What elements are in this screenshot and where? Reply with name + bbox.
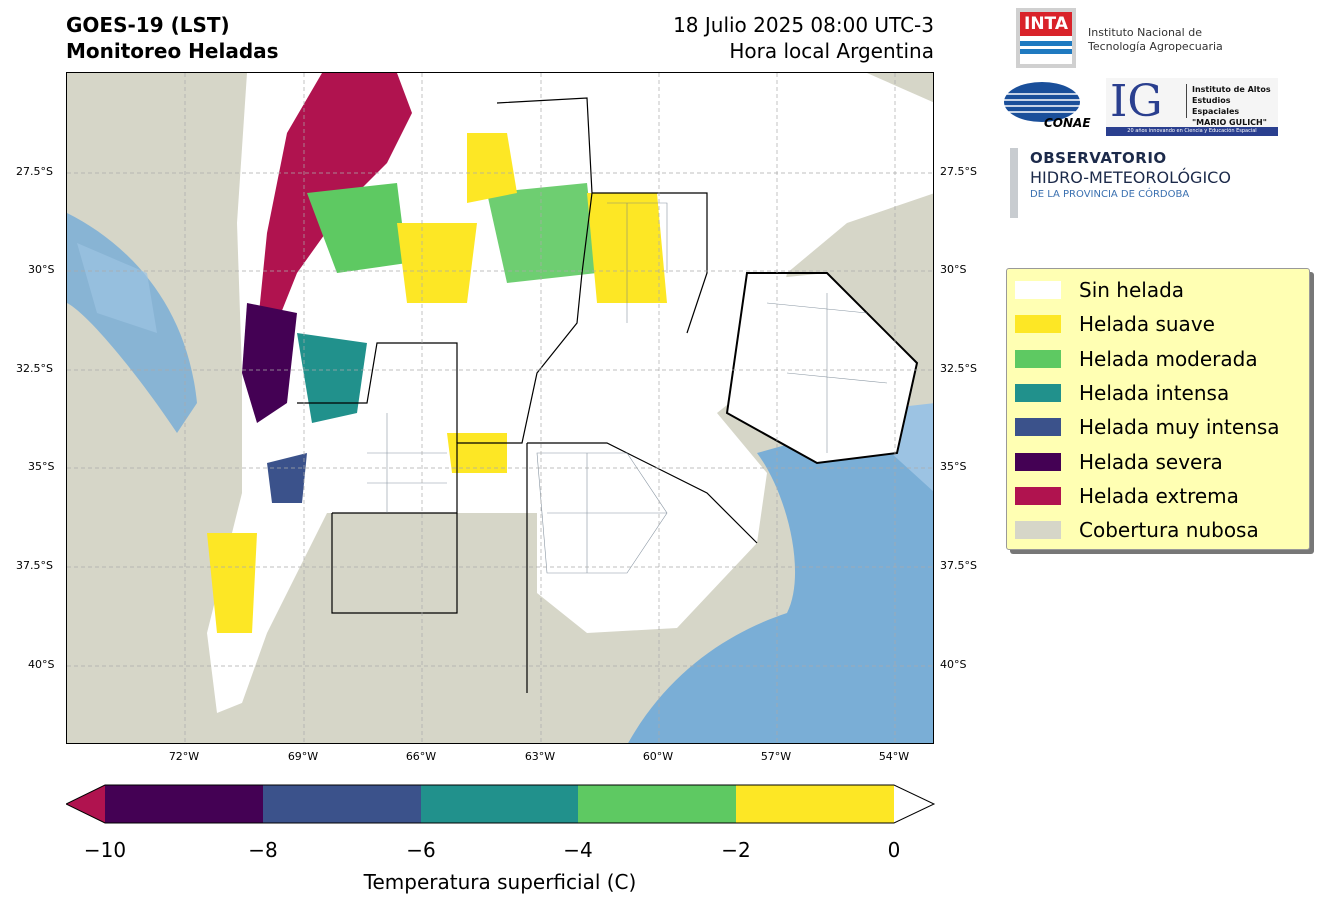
observatorio-line3: DE LA PROVINCIA DE CÓRDOBA [1030,189,1190,200]
lat-label-35-right: 35°S [940,460,967,473]
lon-label-72: 72°W [168,750,200,763]
colorbar-tick-minus4: −4 [563,838,593,862]
legend-label: Helada extrema [1079,483,1239,508]
observatorio-line2: HIDRO-METEOROLÓGICO [1030,168,1231,187]
lon-label-66: 66°W [405,750,437,763]
lon-label-57: 57°W [760,750,792,763]
legend-item: Helada intensa [1007,376,1309,410]
legend-swatch [1015,418,1061,437]
inta-logo: INTA [1016,8,1076,68]
legend-label: Sin helada [1079,278,1185,303]
lon-label-63: 63°W [524,750,556,763]
legend-label: Helada muy intensa [1079,415,1280,440]
ig-logo: IG Instituto de Altos Estudios Espaciale… [1106,78,1278,136]
colorbar-tick-0: 0 [887,838,901,862]
lat-label-40-left: 40°S [28,658,55,671]
observatorio-logo: OBSERVATORIO HIDRO-METEOROLÓGICO DE LA P… [1010,148,1231,218]
lat-label-40-right: 40°S [940,658,967,671]
ig-logo-text: IG [1110,76,1163,127]
ig-name-line3: "MARIO GULICH" [1192,118,1267,127]
title-right: 18 Julio 2025 08:00 UTC-3 Hora local Arg… [673,12,934,64]
inta-name-line1: Instituto Nacional de [1088,26,1202,39]
legend-item: Helada extrema [1007,479,1309,513]
title-left: GOES-19 (LST) Monitoreo Heladas [66,12,279,64]
inta-name-line2: Tecnología Agropecuaria [1088,40,1223,53]
inta-logo-text: INTA [1020,12,1072,36]
lat-label-32-5-left: 32.5°S [16,362,53,375]
colorbar-tick-minus8: −8 [248,838,278,862]
legend-label: Helada moderada [1079,346,1258,371]
frost-map [66,72,934,744]
ig-tagline: 20 años innovando en Ciencia y Educación… [1106,127,1278,136]
lat-label-32-5-right: 32.5°S [940,362,977,375]
lat-label-30-right: 30°S [940,263,967,276]
colorbar-segment-1 [105,785,263,823]
legend-swatch [1015,486,1061,505]
legend-item: Helada severa [1007,444,1309,478]
legend-swatch [1015,315,1061,334]
lat-label-30-left: 30°S [28,263,55,276]
timezone-line: Hora local Argentina [729,39,934,63]
colorbar-segment-2 [263,785,421,823]
colorbar-segment-3 [421,785,578,823]
lon-label-60: 60°W [642,750,674,763]
legend-swatch [1015,281,1061,300]
colorbar [64,782,936,832]
colorbar-tick-minus10: −10 [83,838,127,862]
ig-name-line1: Instituto de Altos [1192,85,1271,94]
conae-logo: CONAE [1004,80,1091,132]
legend-item: Helada muy intensa [1007,410,1309,444]
legend-item: Sin helada [1007,273,1309,307]
lat-label-37-5-right: 37.5°S [940,559,977,572]
lon-label-69: 69°W [287,750,319,763]
legend-item: Helada moderada [1007,342,1309,376]
title-line1: GOES-19 (LST) [66,13,230,37]
legend-swatch [1015,349,1061,368]
conae-logo-text: CONAE [1044,116,1091,130]
colorbar-segment-5 [736,785,894,823]
legend-swatch [1015,521,1061,540]
lat-label-37-5-left: 37.5°S [16,559,53,572]
colorbar-tick-minus2: −2 [721,838,751,862]
legend-swatch [1015,452,1061,471]
ig-name-line2: Estudios Espaciales [1192,96,1240,116]
colorbar-svg [64,784,936,824]
colorbar-over-arrow [894,785,934,823]
legend-item: Cobertura nubosa [1007,513,1309,547]
title-line2: Monitoreo Heladas [66,39,279,63]
legend-label: Helada intensa [1079,381,1230,406]
lat-label-27-5-right: 27.5°S [940,165,977,178]
map-svg [67,73,933,743]
colorbar-under-arrow [66,785,105,823]
legend: Sin helada Helada suave Helada moderada … [1006,268,1310,550]
colorbar-label: Temperatura superficial (C) [363,870,637,894]
lat-label-27-5-left: 27.5°S [16,165,53,178]
legend-item: Helada suave [1007,307,1309,341]
colorbar-segment-4 [578,785,736,823]
colorbar-tick-minus6: −6 [406,838,436,862]
lon-label-54: 54°W [878,750,910,763]
date-line: 18 Julio 2025 08:00 UTC-3 [673,13,934,37]
legend-label: Helada suave [1079,312,1215,337]
observatorio-line1: OBSERVATORIO [1030,149,1167,167]
lat-label-35-left: 35°S [28,460,55,473]
inta-name: Instituto Nacional de Tecnología Agropec… [1088,26,1223,54]
legend-label: Cobertura nubosa [1079,518,1259,543]
legend-swatch [1015,384,1061,403]
legend-label: Helada severa [1079,449,1223,474]
